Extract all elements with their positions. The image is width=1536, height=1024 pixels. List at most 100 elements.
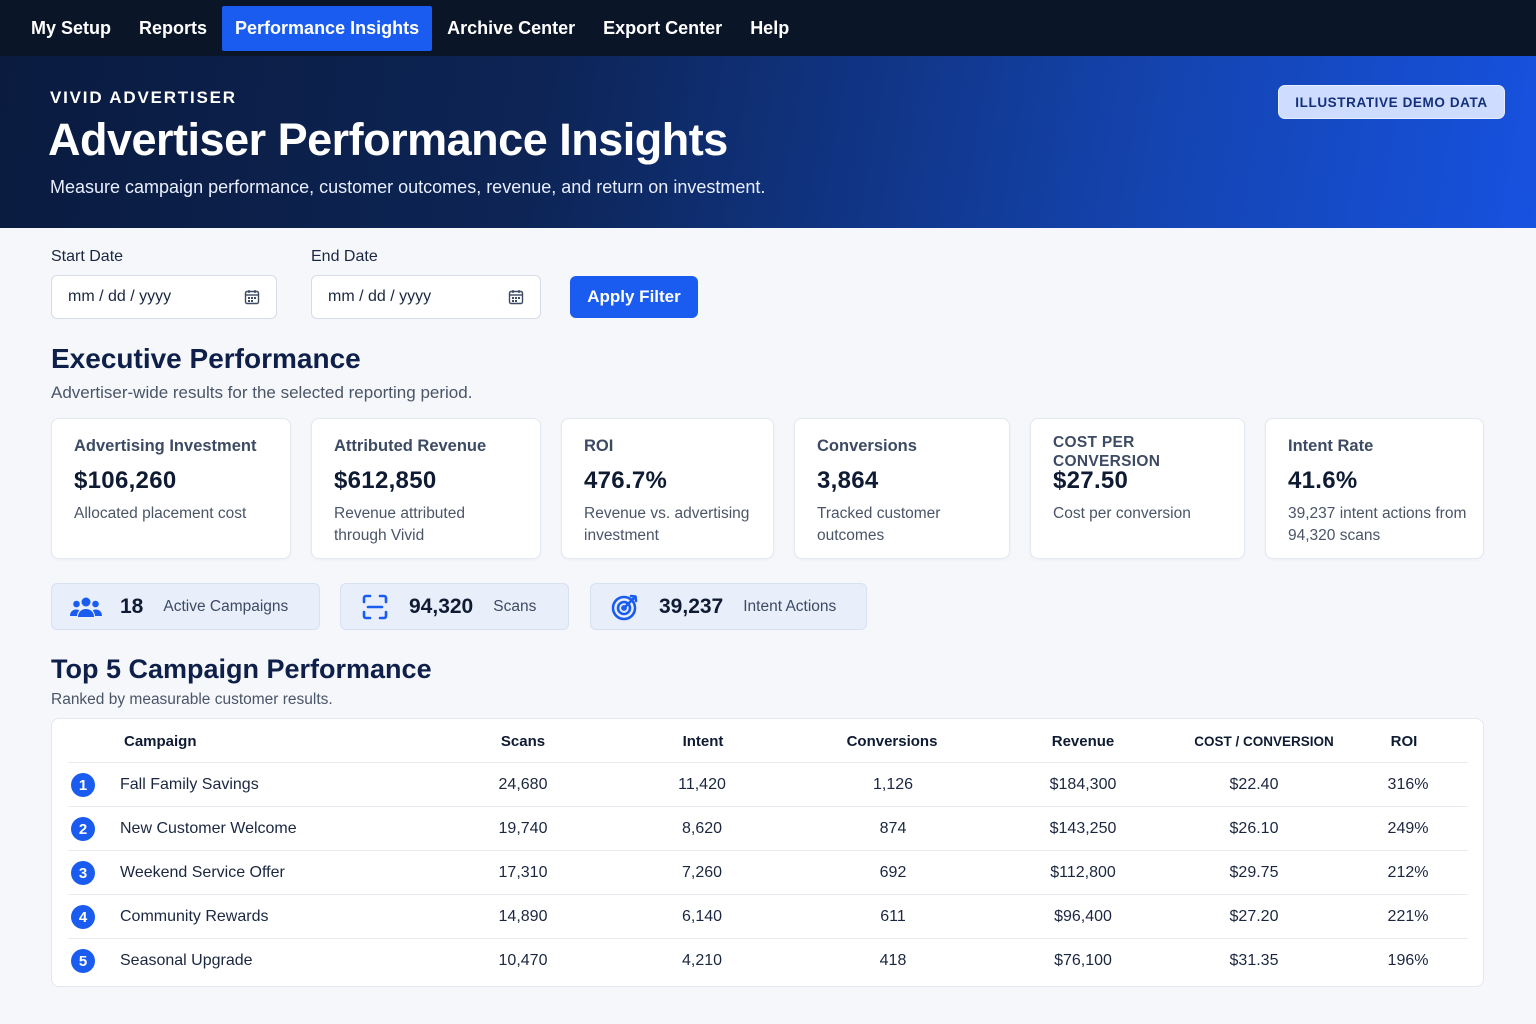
kpi-value: 41.6% xyxy=(1288,467,1358,494)
column-header-intent[interactable]: Intent xyxy=(682,733,724,750)
calendar-icon[interactable] xyxy=(244,289,260,305)
kpi-description: Tracked customer outcomes xyxy=(817,505,941,544)
column-header-campaign[interactable]: Campaign xyxy=(124,733,197,750)
campaign-name: Community Rewards xyxy=(120,908,269,925)
roi-cell: 221% xyxy=(1387,908,1429,925)
conversions-cell: 692 xyxy=(879,864,907,881)
active-campaigns-value: 18 xyxy=(120,594,144,618)
kpi-description: Revenue vs. advertising investment xyxy=(584,505,750,544)
column-header-cost-per-conversion[interactable]: COST / CONVERSION xyxy=(1194,734,1334,749)
conversions-cell: 1,126 xyxy=(872,776,914,793)
revenue-cell: $143,250 xyxy=(1049,820,1117,837)
column-header-roi[interactable]: ROI xyxy=(1390,733,1418,750)
scans-cell: 10,470 xyxy=(498,952,548,969)
table-row[interactable]: 4 Community Rewards 14,890 6,140 611 $96… xyxy=(68,894,1468,938)
kpi-description: Allocated placement cost xyxy=(74,505,247,522)
intent-cell: 7,260 xyxy=(681,864,723,881)
executive-performance-subtitle: Advertiser-wide results for the selected… xyxy=(51,383,473,402)
campaign-name: New Customer Welcome xyxy=(120,820,297,837)
nav-item-performance-insights[interactable]: Performance Insights xyxy=(222,5,433,51)
conversions-cell: 874 xyxy=(879,820,907,837)
kpi-card-advertising-investment: Advertising Investment $106,260 Allocate… xyxy=(51,418,291,559)
nav-item-help[interactable]: Help xyxy=(750,17,790,38)
kpi-value: $612,850 xyxy=(334,467,437,494)
column-header-scans[interactable]: Scans xyxy=(500,733,546,750)
scans-cell: 14,890 xyxy=(498,908,548,925)
top-campaigns-subtitle: Ranked by measurable customer results. xyxy=(51,691,333,708)
active-campaigns-label: Active Campaigns xyxy=(163,597,289,615)
kpi-label: Attributed Revenue xyxy=(334,437,487,455)
table-row[interactable]: 2 New Customer Welcome 19,740 8,620 874 … xyxy=(68,806,1468,850)
conversions-cell: 418 xyxy=(879,952,907,969)
kpi-card-roi: ROI 476.7% Revenue vs. advertising inves… xyxy=(561,418,774,559)
intent-cell: 4,210 xyxy=(681,952,723,969)
kpi-label: Intent Rate xyxy=(1288,437,1374,455)
scans-value: 94,320 xyxy=(409,594,474,618)
apply-filter-button[interactable]: Apply Filter xyxy=(570,276,698,318)
column-header-conversions[interactable]: Conversions xyxy=(846,733,938,750)
cost-per-conversion-cell: $22.40 xyxy=(1229,776,1279,793)
target-icon xyxy=(609,594,641,620)
stat-active-campaigns: 18 Active Campaigns xyxy=(51,583,320,630)
campaign-table: Campaign Scans Intent Conversions Revenu… xyxy=(51,718,1484,987)
cost-per-conversion-cell: $29.75 xyxy=(1229,864,1279,881)
kpi-label: Conversions xyxy=(817,437,917,455)
kpi-card-conversions: Conversions 3,864 Tracked customer outco… xyxy=(794,418,1010,559)
intent-cell: 6,140 xyxy=(681,908,723,925)
start-date-label: Start Date xyxy=(51,248,124,265)
nav-item-archive-center[interactable]: Archive Center xyxy=(447,17,576,38)
end-date-input[interactable]: mm / dd / yyyy xyxy=(311,275,541,319)
executive-performance-title: Executive Performance xyxy=(51,343,361,374)
scans-cell: 17,310 xyxy=(498,864,548,881)
nav-item-reports[interactable]: Reports xyxy=(139,17,208,38)
kpi-value: 3,864 xyxy=(817,467,879,494)
kpi-value: 476.7% xyxy=(584,467,668,494)
kpi-label: COST PER CONVERSION xyxy=(1053,434,1161,470)
campaign-name: Fall Family Savings xyxy=(120,776,259,793)
kpi-description: Cost per conversion xyxy=(1053,505,1191,522)
start-date-placeholder: mm / dd / yyyy xyxy=(68,288,172,305)
revenue-cell: $96,400 xyxy=(1054,908,1112,925)
rank-badge: 4 xyxy=(71,905,95,929)
demo-data-badge: ILLUSTRATIVE DEMO DATA xyxy=(1278,85,1505,119)
revenue-cell: $184,300 xyxy=(1049,776,1117,793)
users-icon xyxy=(70,594,102,620)
roi-cell: 196% xyxy=(1387,952,1429,969)
cost-per-conversion-cell: $31.35 xyxy=(1229,952,1279,969)
kpi-card-attributed-revenue: Attributed Revenue $612,850 Revenue attr… xyxy=(311,418,541,559)
roi-cell: 249% xyxy=(1387,820,1429,837)
roi-cell: 316% xyxy=(1387,776,1429,793)
rank-badge: 3 xyxy=(71,861,95,885)
scans-cell: 19,740 xyxy=(498,820,548,837)
campaign-name: Weekend Service Offer xyxy=(120,864,285,881)
scans-cell: 24,680 xyxy=(498,776,548,793)
revenue-cell: $112,800 xyxy=(1050,864,1116,881)
stat-intent-actions: 39,237 Intent Actions xyxy=(590,583,867,630)
table-row[interactable]: 3 Weekend Service Offer 17,310 7,260 692… xyxy=(68,850,1468,894)
kpi-value: $106,260 xyxy=(74,467,177,494)
nav-item-my-setup[interactable]: My Setup xyxy=(31,17,112,38)
top-nav: My Setup Reports Performance Insights Ar… xyxy=(0,0,1536,56)
top-campaigns-title: Top 5 Campaign Performance xyxy=(51,654,432,684)
kpi-description: Revenue attributed through Vivid xyxy=(334,505,465,544)
rank-badge: 5 xyxy=(71,949,95,973)
nav-item-export-center[interactable]: Export Center xyxy=(603,17,723,38)
kpi-value: $27.50 xyxy=(1053,467,1129,494)
end-date-label: End Date xyxy=(311,248,378,265)
hero-eyebrow: VIVID ADVERTISER xyxy=(50,88,237,107)
kpi-card-cost-per-conversion: COST PER CONVERSION $27.50 Cost per conv… xyxy=(1030,418,1245,559)
scans-label: Scans xyxy=(493,597,537,615)
page-title: Advertiser Performance Insights xyxy=(48,114,728,165)
rank-badge: 1 xyxy=(71,773,95,797)
cost-per-conversion-cell: $26.10 xyxy=(1229,820,1279,837)
start-date-input[interactable]: mm / dd / yyyy xyxy=(51,275,277,319)
column-header-revenue[interactable]: Revenue xyxy=(1051,733,1115,750)
table-row[interactable]: 5 Seasonal Upgrade 10,470 4,210 418 $76,… xyxy=(68,938,1468,982)
page-subtitle: Measure campaign performance, customer o… xyxy=(50,177,766,197)
revenue-cell: $76,100 xyxy=(1054,952,1112,969)
intent-cell: 8,620 xyxy=(681,820,723,837)
end-date-placeholder: mm / dd / yyyy xyxy=(328,288,432,305)
table-row[interactable]: 1 Fall Family Savings 24,680 11,420 1,12… xyxy=(68,762,1468,806)
calendar-icon[interactable] xyxy=(508,289,524,305)
stat-scans: 94,320 Scans xyxy=(340,583,569,630)
